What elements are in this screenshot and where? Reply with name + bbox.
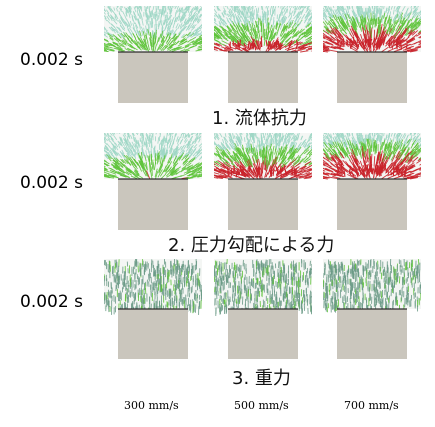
vector-arrows [323, 133, 421, 180]
vector-arrows [214, 6, 312, 53]
row2-vector-field-700 [323, 133, 421, 230]
row1-time-label: 0.002 s [20, 50, 83, 70]
row3-vector-field-300 [104, 259, 202, 359]
row2-time-label: 0.002 s [20, 173, 83, 193]
vector-arrows [323, 6, 421, 53]
speed-label-300: 300 mm/s [124, 399, 179, 412]
row1-panel-700 [323, 6, 421, 103]
row1-vector-field-500 [214, 6, 312, 103]
vector-arrows [104, 133, 202, 180]
row3-time-label: 0.002 s [20, 292, 83, 312]
high-force-band [226, 164, 298, 178]
row3-panel-700 [323, 259, 421, 359]
vector-arrows [104, 259, 202, 317]
vector-arrows [104, 6, 202, 53]
solid-block [118, 309, 188, 359]
speed-label-500: 500 mm/s [234, 399, 289, 412]
solid-block [337, 309, 407, 359]
row1-panel-500 [214, 6, 312, 103]
row2-vector-field-500 [214, 133, 312, 230]
solid-block [228, 309, 298, 359]
solid-block [337, 179, 407, 230]
solid-block [118, 52, 188, 103]
row3-vector-field-500 [214, 259, 312, 359]
row2-vector-field-300 [104, 133, 202, 230]
row3-panel-300 [104, 259, 202, 359]
high-force-band [228, 39, 299, 51]
high-force-band [335, 161, 408, 178]
solid-block [118, 179, 188, 230]
row2-panel-700 [323, 133, 421, 230]
row1-panel-300 [104, 6, 202, 103]
row1-caption: 1. 流体抗力 [212, 108, 307, 129]
vector-arrows [214, 259, 312, 318]
row3-panel-500 [214, 259, 312, 359]
row2-caption: 2. 圧力勾配による力 [168, 235, 335, 256]
row3-vector-field-700 [323, 259, 421, 359]
vector-arrows [323, 259, 421, 317]
row3-caption: 3. 重力 [232, 368, 291, 389]
row1-vector-field-300 [104, 6, 202, 103]
row2-panel-500 [214, 133, 312, 230]
solid-block [228, 179, 298, 230]
speed-label-700: 700 mm/s [344, 399, 399, 412]
row2-panel-300 [104, 133, 202, 230]
solid-block [228, 52, 298, 103]
high-force-band [336, 36, 408, 51]
row1-vector-field-700 [323, 6, 421, 103]
solid-block [337, 52, 407, 103]
vector-arrows [214, 133, 312, 180]
